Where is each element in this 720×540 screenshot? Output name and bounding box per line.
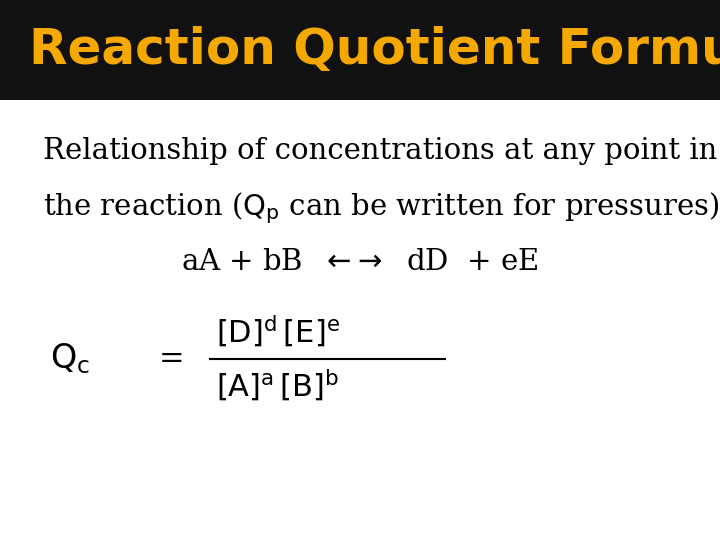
Bar [0,0,720,100]
Text: =: = [158,343,184,375]
Text: the reaction ($\mathrm{Q}_\mathrm{p}$ can be written for pressures): the reaction ($\mathrm{Q}_\mathrm{p}$ ca… [43,190,720,226]
Text: $\mathrm{[A]^a\,[B]^b}$: $\mathrm{[A]^a\,[B]^b}$ [216,368,339,404]
Text: Reaction Quotient Formula: Reaction Quotient Formula [29,26,720,74]
Text: aA + bB  $\leftarrow\!\rightarrow$  dD  + eE: aA + bB $\leftarrow\!\rightarrow$ dD + e… [181,248,539,276]
Text: $\mathrm{[D]^d\,[E]^e}$: $\mathrm{[D]^d\,[E]^e}$ [216,314,340,350]
Text: Relationship of concentrations at any point in: Relationship of concentrations at any po… [43,137,717,165]
Text: $\mathrm{Q}_\mathrm{c}$: $\mathrm{Q}_\mathrm{c}$ [50,342,91,376]
